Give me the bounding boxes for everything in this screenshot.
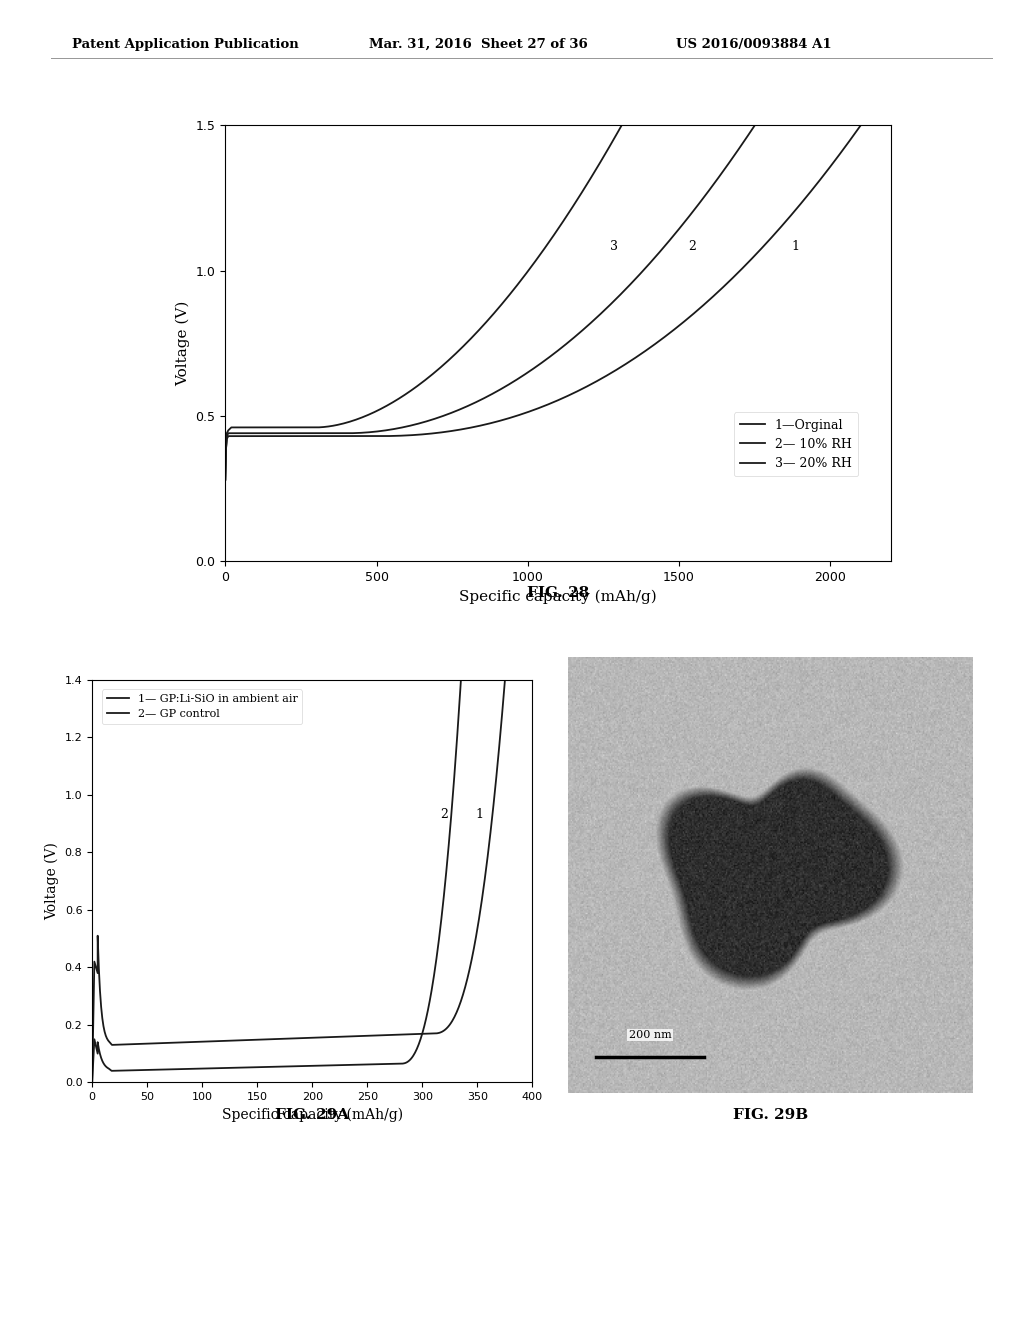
X-axis label: Specific capacity (mAh/g): Specific capacity (mAh/g) <box>459 589 657 603</box>
Text: 1: 1 <box>475 808 483 821</box>
Text: 200 nm: 200 nm <box>629 1030 672 1040</box>
Text: FIG. 28: FIG. 28 <box>527 586 589 599</box>
Legend: 1— GP:Li-SiO in ambient air, 2— GP control: 1— GP:Li-SiO in ambient air, 2— GP contr… <box>102 689 302 723</box>
Text: Mar. 31, 2016  Sheet 27 of 36: Mar. 31, 2016 Sheet 27 of 36 <box>369 38 588 51</box>
Text: 2: 2 <box>440 808 447 821</box>
Text: US 2016/0093884 A1: US 2016/0093884 A1 <box>676 38 831 51</box>
Text: Patent Application Publication: Patent Application Publication <box>72 38 298 51</box>
Y-axis label: Voltage (V): Voltage (V) <box>175 301 190 385</box>
Text: 2: 2 <box>688 240 696 253</box>
Text: FIG. 29A: FIG. 29A <box>275 1109 349 1122</box>
Y-axis label: Voltage (V): Voltage (V) <box>45 842 59 920</box>
X-axis label: Specific capacity (mAh/g): Specific capacity (mAh/g) <box>222 1107 402 1122</box>
Text: FIG. 29B: FIG. 29B <box>733 1109 809 1122</box>
Text: 1: 1 <box>791 240 799 253</box>
Text: 3: 3 <box>609 240 617 253</box>
Legend: 1—Orginal, 2— 10% RH, 3— 20% RH: 1—Orginal, 2— 10% RH, 3— 20% RH <box>733 412 858 477</box>
